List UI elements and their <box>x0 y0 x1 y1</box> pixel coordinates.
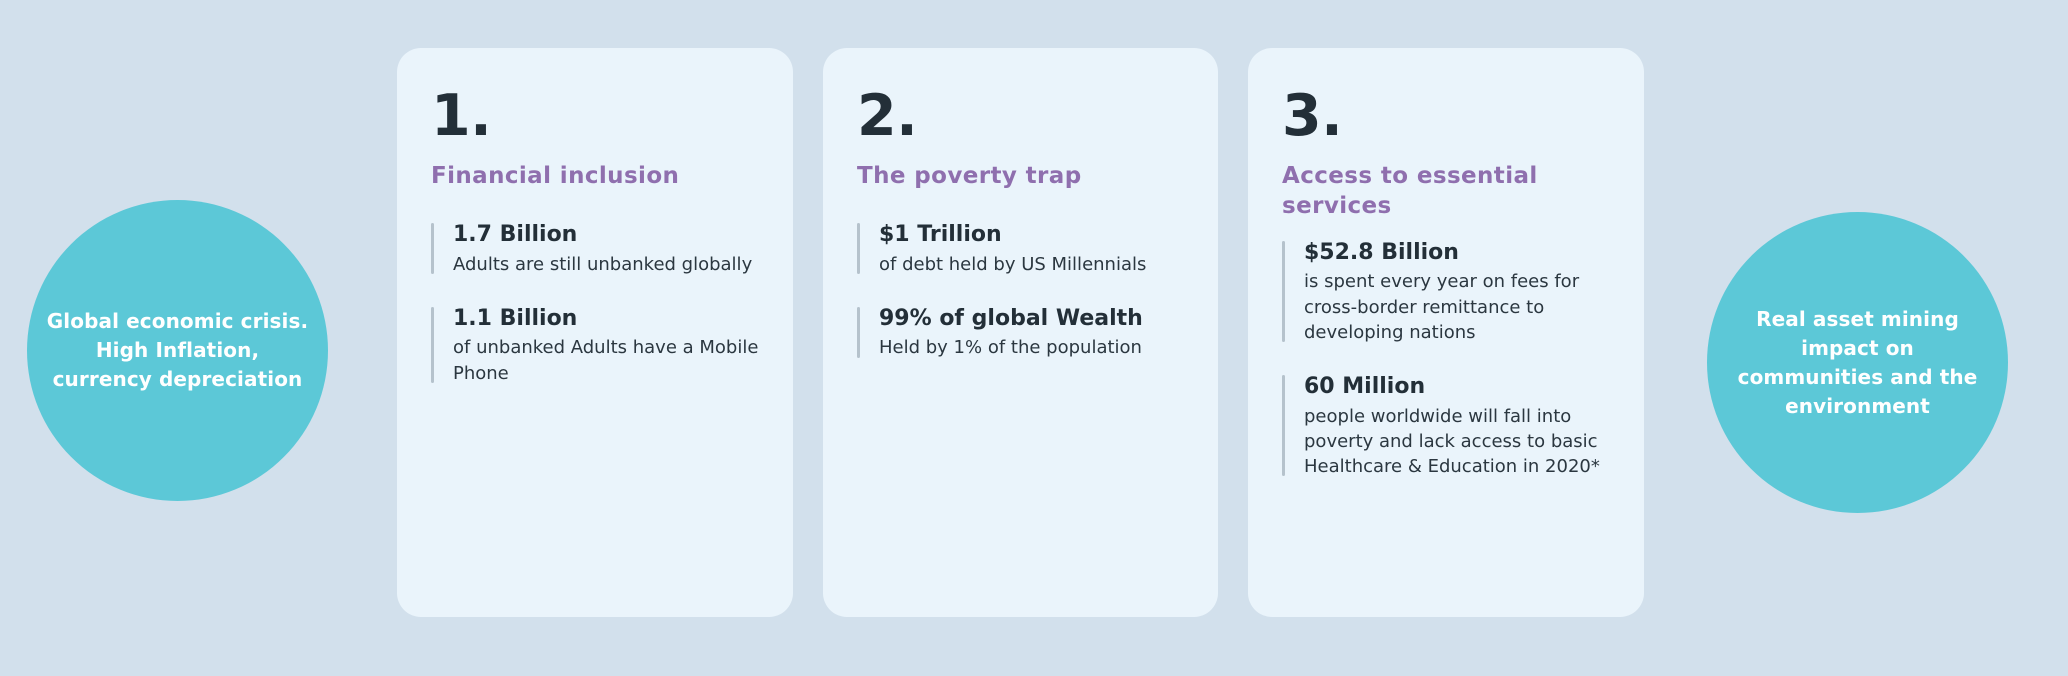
right-circle-label: Real asset mining impact on communities … <box>1737 306 1978 418</box>
card-number: 3. <box>1282 83 1343 149</box>
stat-description: is spent every year on fees for cross-bo… <box>1304 271 1580 343</box>
card-financial-inclusion: 1. Financial inclusion 1.7 Billion Adult… <box>397 48 793 617</box>
stat-item: 60 Million people worldwide will fall in… <box>1282 372 1610 479</box>
card-poverty-trap: 2. The poverty trap $1 Trillion of debt … <box>823 48 1218 617</box>
stat-item: 1.1 Billion of unbanked Adults have a Mo… <box>431 304 759 386</box>
card-title: The poverty trap <box>857 163 1082 189</box>
stat-description: Held by 1% of the population <box>879 337 1142 359</box>
right-context-circle: Real asset mining impact on communities … <box>1707 212 2008 513</box>
card-title: Access to essential services <box>1282 163 1538 219</box>
stat-value: 60 Million <box>1304 374 1426 400</box>
stat-item: 99% of global Wealth Held by 1% of the p… <box>857 304 1184 361</box>
card-number: 1. <box>431 83 492 149</box>
stat-value: $52.8 Billion <box>1304 239 1459 265</box>
left-context-circle: Global economic crisis. High Inflation, … <box>27 200 328 501</box>
cards-row: 1. Financial inclusion 1.7 Billion Adult… <box>397 48 1644 617</box>
stat-list: 1.7 Billion Adults are still unbanked gl… <box>431 220 759 386</box>
card-access-essential-services: 3. Access to essential services $52.8 Bi… <box>1248 48 1644 617</box>
stat-item: $1 Trillion of debt held by US Millennia… <box>857 220 1184 277</box>
stat-value: $1 Trillion <box>879 221 1002 247</box>
stat-description: of debt held by US Millennials <box>879 253 1147 275</box>
stat-value: 1.1 Billion <box>453 305 578 331</box>
left-circle-label: Global economic crisis. High Inflation, … <box>46 309 309 391</box>
stat-value: 1.7 Billion <box>453 221 578 247</box>
stat-list: $52.8 Billion is spent every year on fee… <box>1282 238 1610 480</box>
stat-value: 99% of global Wealth <box>879 305 1143 331</box>
stat-description: Adults are still unbanked globally <box>453 253 753 275</box>
stat-description: people worldwide will fall into poverty … <box>1304 405 1600 478</box>
card-title: Financial inclusion <box>431 163 680 189</box>
stat-item: $52.8 Billion is spent every year on fee… <box>1282 238 1610 345</box>
card-number: 2. <box>857 83 918 149</box>
stat-list: $1 Trillion of debt held by US Millennia… <box>857 220 1184 361</box>
stat-description: of unbanked Adults have a Mobile Phone <box>453 337 759 384</box>
stat-item: 1.7 Billion Adults are still unbanked gl… <box>431 220 759 277</box>
